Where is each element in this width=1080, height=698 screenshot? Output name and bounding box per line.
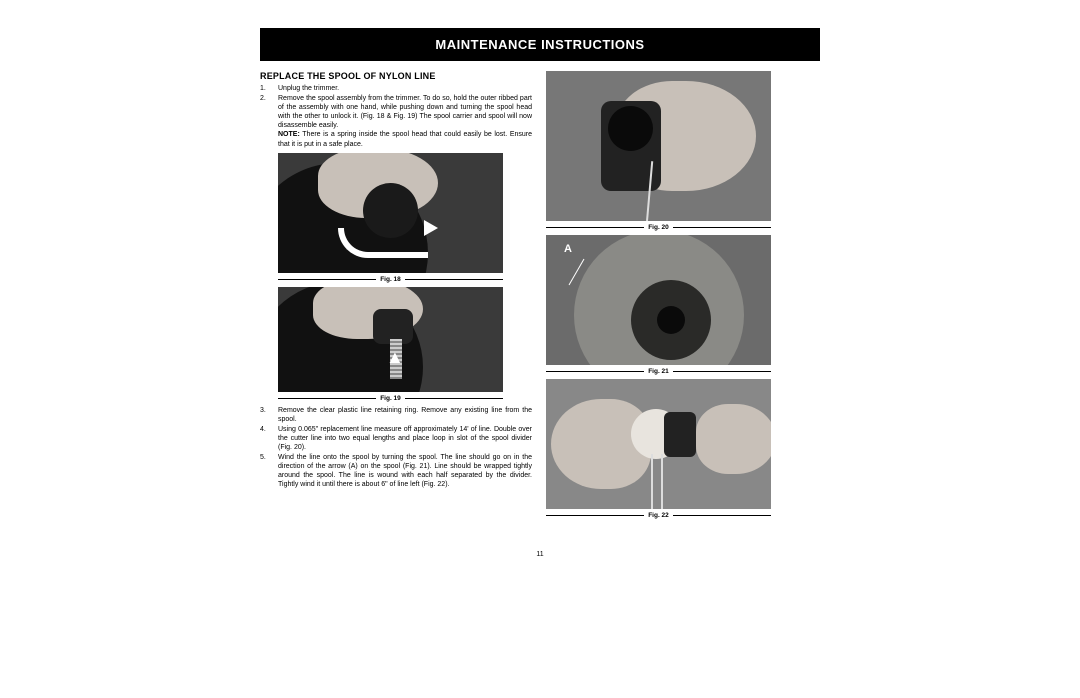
caption-row: Fig. 20 (546, 224, 771, 231)
figure-19: ▲ Fig. 19 (278, 287, 503, 402)
caption-rule (546, 515, 644, 516)
caption-row: Fig. 19 (278, 395, 503, 402)
caption-rule (673, 515, 771, 516)
figure-22: Fig. 22 (546, 379, 771, 519)
figure-18-image (278, 153, 503, 273)
figure-21: A Fig. 21 (546, 235, 771, 375)
step-item: 2. Remove the spool assembly from the tr… (260, 94, 532, 149)
caption-row: Fig. 18 (278, 276, 503, 283)
caption-row: Fig. 22 (546, 512, 771, 519)
figure-21-image: A (546, 235, 771, 365)
step-text: Unplug the trimmer. (278, 84, 532, 93)
figure-caption: Fig. 22 (648, 512, 669, 519)
manual-page: MAINTENANCE INSTRUCTIONS REPLACE THE SPO… (260, 0, 820, 558)
figure-caption: Fig. 20 (648, 224, 669, 231)
step-text: Remove the clear plastic line retaining … (278, 406, 532, 424)
rotation-arrow-icon (338, 228, 428, 258)
caption-row: Fig. 21 (546, 368, 771, 375)
caption-rule (405, 279, 503, 280)
step-number: 1. (260, 84, 278, 93)
right-column: Fig. 20 A Fig. 21 (546, 71, 818, 521)
step-number: 5. (260, 453, 278, 489)
figure-22-image (546, 379, 771, 509)
step-item: 3. Remove the clear plastic line retaini… (260, 406, 532, 424)
figure-20: Fig. 20 (546, 71, 771, 231)
up-arrow-icon: ▲ (386, 347, 404, 368)
section-heading: REPLACE THE SPOOL OF NYLON LINE (260, 71, 532, 81)
caption-rule (278, 398, 376, 399)
caption-rule (405, 398, 503, 399)
page-number: 11 (260, 551, 820, 558)
figure-caption: Fig. 18 (380, 276, 401, 283)
caption-rule (546, 371, 644, 372)
caption-rule (673, 227, 771, 228)
step-text: Wind the line onto the spool by turning … (278, 453, 532, 489)
caption-rule (546, 227, 644, 228)
two-column-layout: REPLACE THE SPOOL OF NYLON LINE 1. Unplu… (260, 71, 820, 521)
figure-19-image: ▲ (278, 287, 503, 392)
step-text: Using 0.065" replacement line measure of… (278, 425, 532, 452)
step-item: 1. Unplug the trimmer. (260, 84, 532, 93)
step-text: Remove the spool assembly from the trimm… (278, 94, 532, 149)
figure-caption: Fig. 19 (380, 395, 401, 402)
step-item: 5. Wind the line onto the spool by turni… (260, 453, 532, 489)
step-number: 2. (260, 94, 278, 149)
step-body: Remove the spool assembly from the trimm… (278, 95, 532, 129)
figure-18: Fig. 18 (278, 153, 503, 283)
step-item: 4. Using 0.065" replacement line measure… (260, 425, 532, 452)
figure-20-image (546, 71, 771, 221)
caption-rule (278, 279, 376, 280)
steps-list-top: 1. Unplug the trimmer. 2. Remove the spo… (260, 84, 532, 149)
note-label: NOTE: (278, 131, 300, 138)
caption-rule (673, 371, 771, 372)
title-bar: MAINTENANCE INSTRUCTIONS (260, 28, 820, 61)
figure-caption: Fig. 21 (648, 368, 669, 375)
left-column: REPLACE THE SPOOL OF NYLON LINE 1. Unplu… (260, 71, 532, 521)
step-number: 3. (260, 406, 278, 424)
step-number: 4. (260, 425, 278, 452)
note-text: There is a spring inside the spool head … (278, 131, 532, 147)
label-a: A (564, 243, 572, 255)
steps-list-bottom: 3. Remove the clear plastic line retaini… (260, 406, 532, 490)
